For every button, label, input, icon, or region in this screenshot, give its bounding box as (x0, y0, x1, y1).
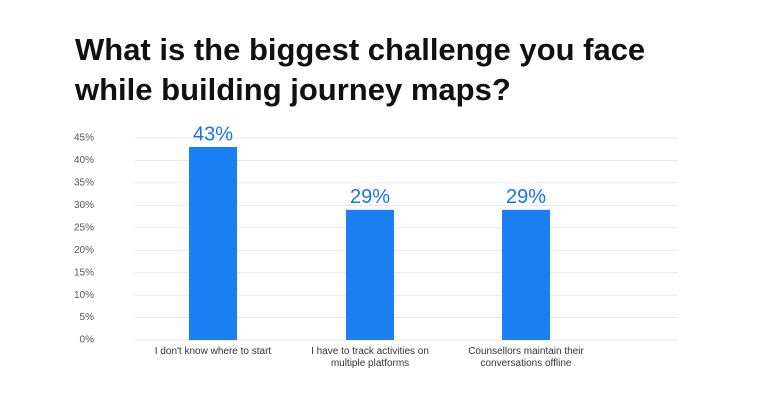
y-tick-label: 45% (74, 133, 94, 144)
x-tick-label: I have to track activities on multiple p… (311, 346, 429, 369)
bar (189, 146, 237, 340)
y-tick-label: 0% (80, 335, 95, 346)
chart-title: What is the biggest challenge you face w… (75, 32, 646, 107)
value-label: 29% (350, 186, 390, 208)
y-tick-label: 40% (74, 155, 94, 166)
x-tick-label: Counsellors maintain their conversations… (468, 346, 584, 369)
value-label: 29% (506, 186, 546, 208)
bar (502, 209, 550, 340)
x-tick-label: I don't know where to start (154, 346, 272, 357)
value-label: 43% (193, 123, 233, 145)
y-tick-label: 5% (80, 312, 95, 323)
y-tick-label: 10% (74, 290, 94, 301)
y-tick-label: 20% (74, 245, 94, 256)
y-tick-label: 15% (74, 267, 94, 278)
y-tick-label: 25% (74, 222, 94, 233)
bar (346, 209, 394, 340)
y-tick-label: 35% (74, 178, 94, 189)
y-tick-label: 30% (74, 200, 94, 211)
